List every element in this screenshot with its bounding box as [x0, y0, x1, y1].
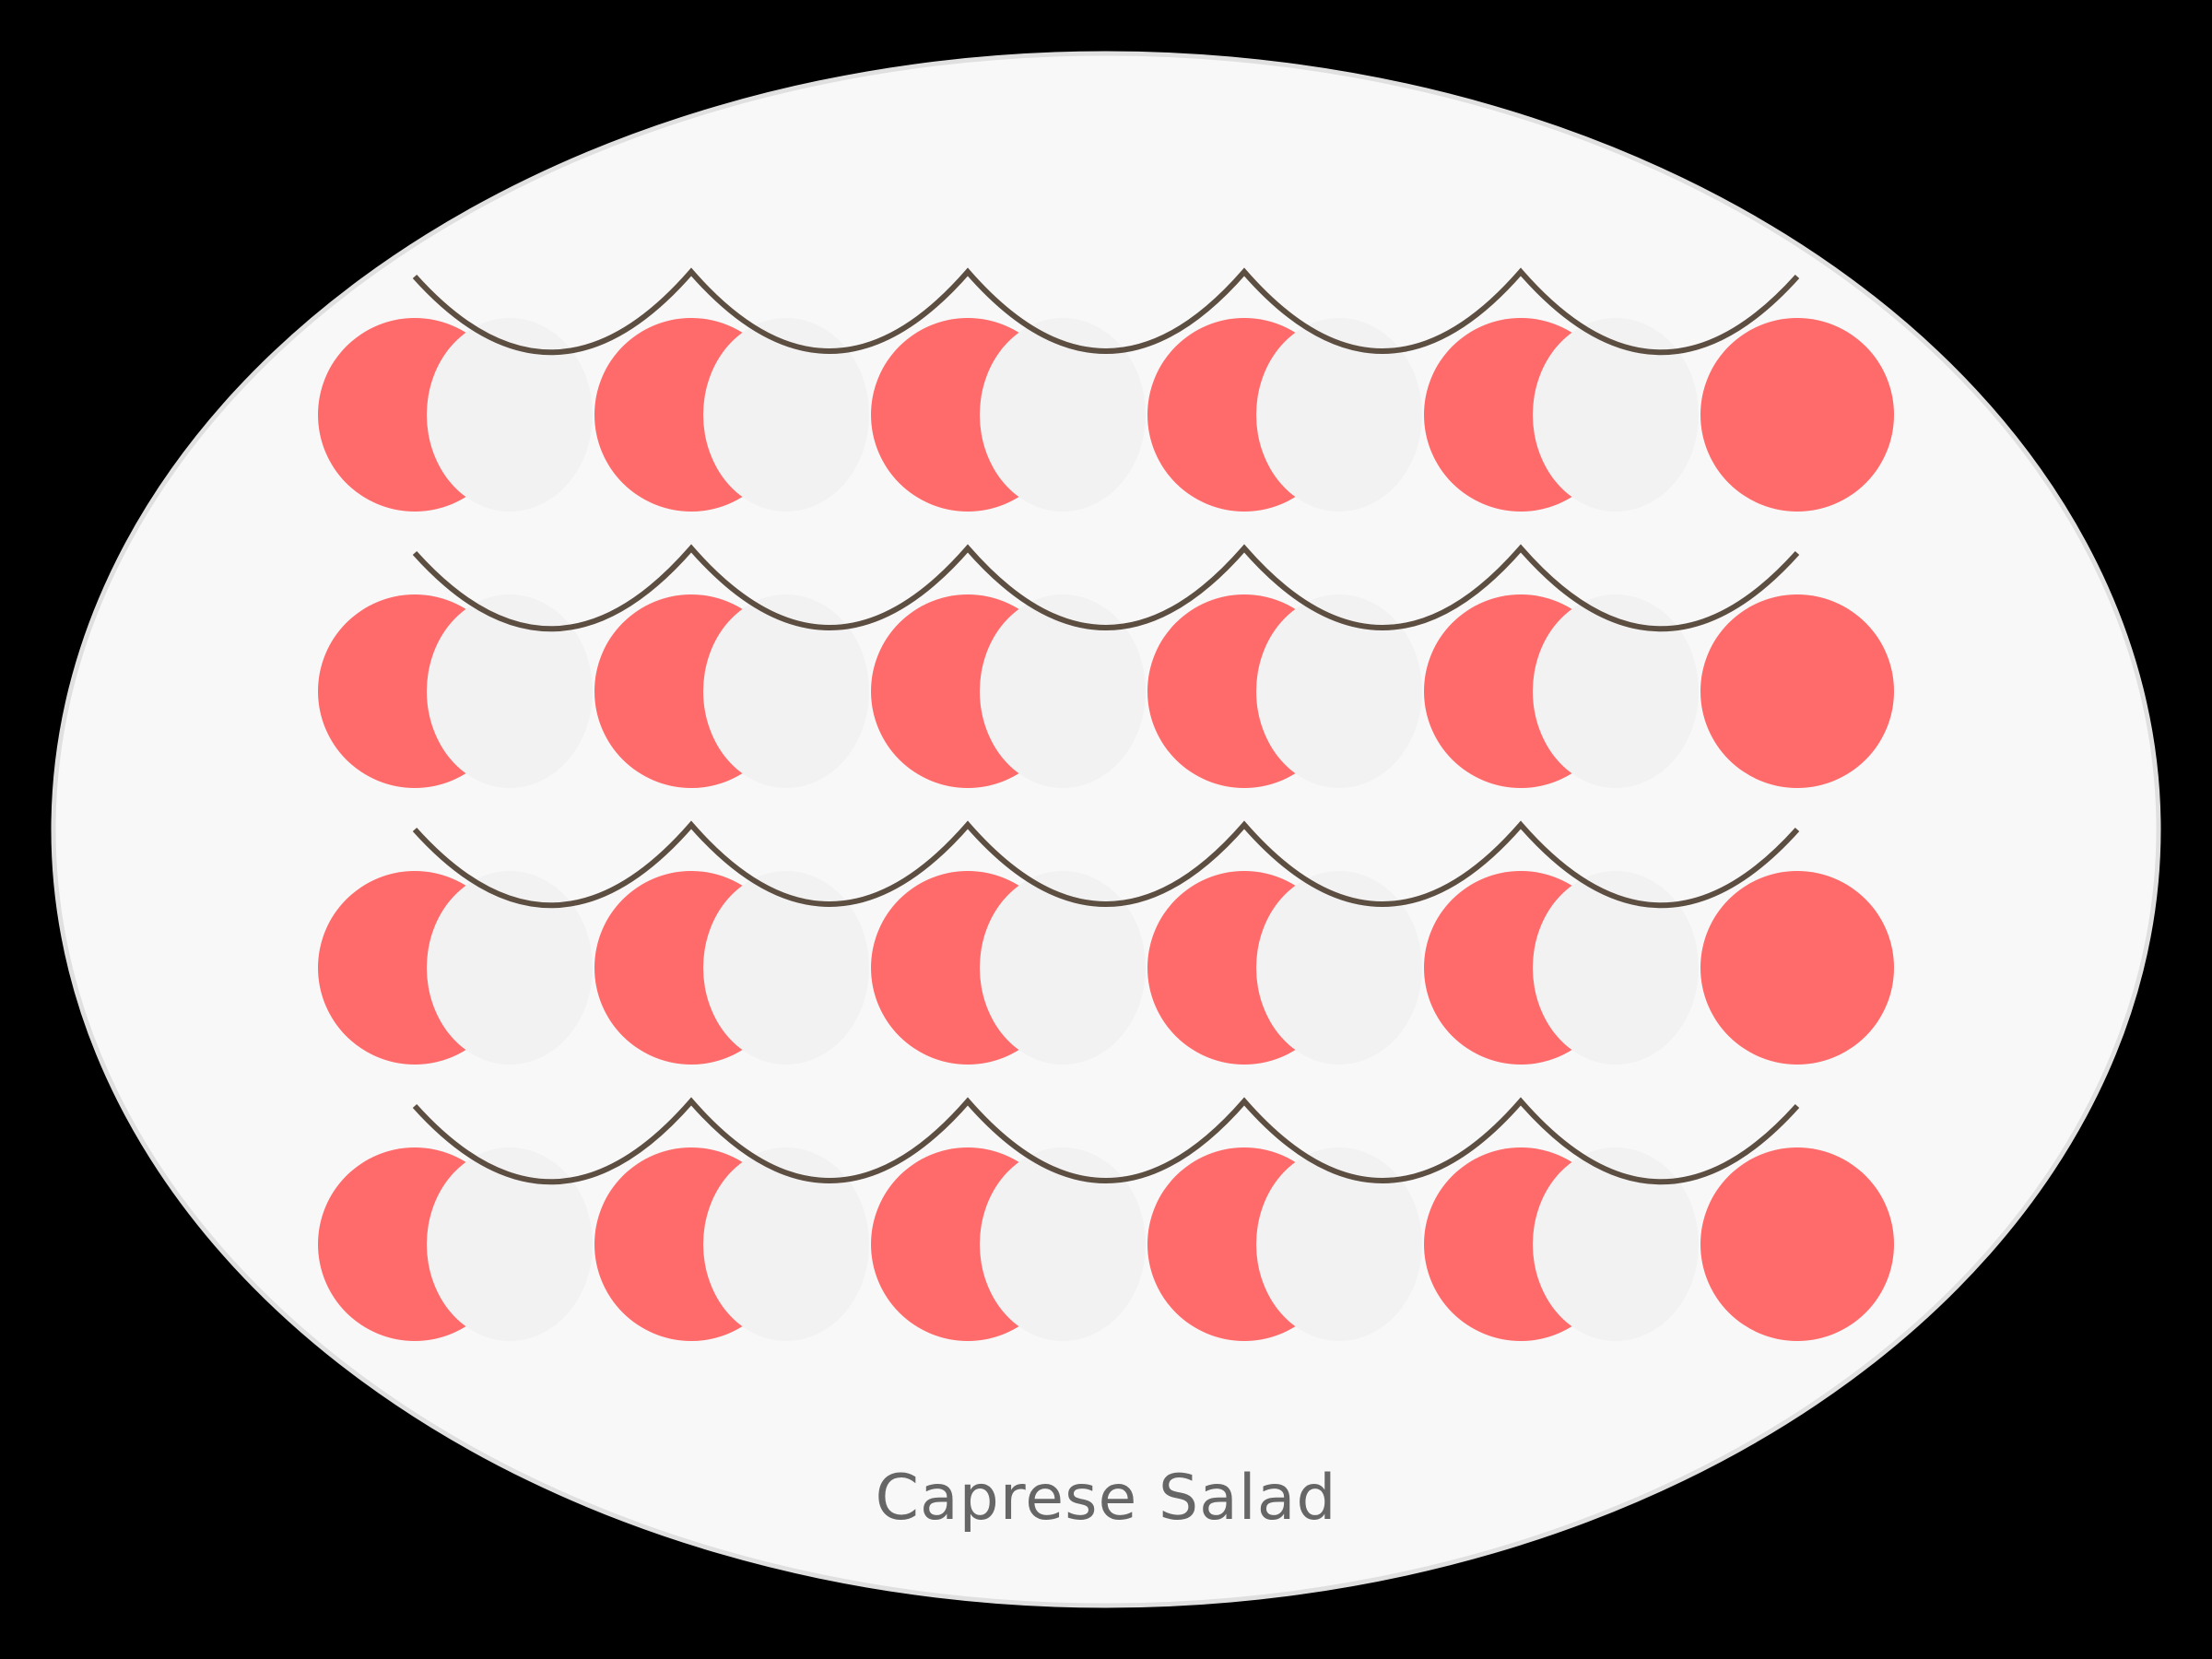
- mozzarella-slice-icon: [703, 1147, 869, 1341]
- mozzarella-slice-icon: [1533, 1147, 1699, 1341]
- mozzarella-slice-icon: [427, 594, 593, 788]
- tomato-slice-icon: [1700, 1147, 1894, 1341]
- salad-row: [318, 820, 1894, 1065]
- tomato-slice-icon: [1700, 318, 1894, 512]
- mozzarella-slice-icon: [980, 594, 1146, 788]
- mozzarella-slice-icon: [1256, 594, 1422, 788]
- tomato-slice-icon: [1700, 871, 1894, 1065]
- salad-row: [318, 1097, 1894, 1341]
- salad-row: [318, 267, 1894, 512]
- mozzarella-slice-icon: [1256, 1147, 1422, 1341]
- tomato-slice-icon: [1700, 594, 1894, 788]
- balsamic-drizzle-icon: [412, 267, 1800, 356]
- balsamic-drizzle-icon: [412, 820, 1800, 909]
- dish-caption: Caprese Salad: [875, 1462, 1336, 1535]
- mozzarella-slice-icon: [703, 871, 869, 1065]
- plate: [51, 51, 2161, 1608]
- mozzarella-slice-icon: [427, 318, 593, 512]
- mozzarella-slice-icon: [427, 1147, 593, 1341]
- balsamic-drizzle-icon: [412, 1097, 1800, 1185]
- salad-arrangement: [318, 267, 1894, 1341]
- mozzarella-slice-icon: [1256, 871, 1422, 1065]
- salad-row: [318, 544, 1894, 788]
- mozzarella-slice-icon: [1533, 318, 1699, 512]
- mozzarella-slice-icon: [703, 594, 869, 788]
- mozzarella-slice-icon: [1533, 871, 1699, 1065]
- balsamic-drizzle-icon: [412, 544, 1800, 632]
- mozzarella-slice-icon: [703, 318, 869, 512]
- mozzarella-slice-icon: [427, 871, 593, 1065]
- mozzarella-slice-icon: [1533, 594, 1699, 788]
- mozzarella-slice-icon: [980, 871, 1146, 1065]
- mozzarella-slice-icon: [980, 1147, 1146, 1341]
- mozzarella-slice-icon: [1256, 318, 1422, 512]
- mozzarella-slice-icon: [980, 318, 1146, 512]
